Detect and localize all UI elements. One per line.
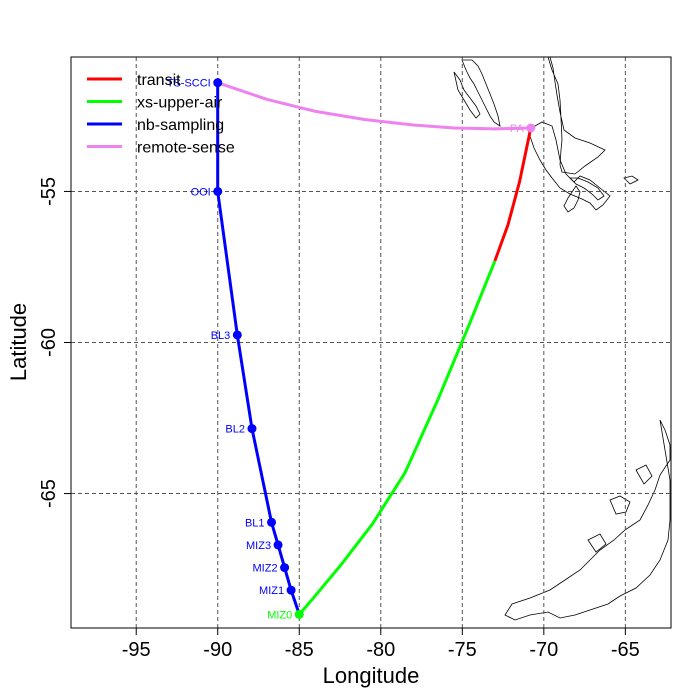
- x-tick-label: -80: [366, 639, 395, 661]
- station-label: PA: [510, 123, 525, 135]
- legend-label: remote-sense: [137, 140, 235, 157]
- station-label: MIZ1: [259, 585, 284, 597]
- x-tick-label: -95: [122, 639, 151, 661]
- station-label: MIZ0: [267, 609, 292, 621]
- y-tick-label: -60: [38, 328, 60, 357]
- station-labels: MIZ0 MIZ1 MIZ2 MIZ3 BL1 BL2 BL3 OOI TS-SCCI PA: [167, 78, 525, 622]
- series-line-transit: [493, 127, 533, 262]
- station-label: TS-SCCI: [167, 78, 211, 90]
- legend-label: nb-sampling: [137, 117, 224, 134]
- station-point: [273, 540, 283, 550]
- station-point: [213, 186, 223, 196]
- legend: transit xs-upper-air nb-sampling remote-sen…: [87, 72, 235, 157]
- station-point: [247, 424, 257, 434]
- station-label: BL2: [225, 424, 245, 436]
- x-tick-label: -70: [529, 639, 558, 661]
- x-tick-label: -85: [285, 639, 314, 661]
- station-point: [294, 609, 304, 619]
- station-label: MIZ2: [253, 563, 278, 575]
- gridlines: [71, 57, 671, 628]
- legend-label: transit: [137, 72, 181, 89]
- series-line-xs-upper-air: [298, 260, 497, 616]
- x-axis-title: Longitude: [323, 663, 420, 688]
- x-tick-label: -65: [611, 639, 640, 661]
- y-axis-title: Latitude: [6, 303, 31, 381]
- station-point: [267, 517, 277, 527]
- x-tick-label: -75: [448, 639, 477, 661]
- y-axis: -55 -60 -65: [38, 177, 71, 508]
- station-label: MIZ3: [246, 540, 271, 552]
- station-point: [526, 123, 536, 133]
- y-tick-label: -65: [38, 479, 60, 508]
- station-label: BL1: [245, 517, 265, 529]
- x-axis: -95 -90 -85 -80 -75 -70 -65: [122, 628, 640, 661]
- series-line-remote-sense: [217, 81, 531, 131]
- station-point: [280, 563, 290, 573]
- station-label: OOI: [191, 186, 211, 198]
- station-point: [286, 585, 296, 595]
- station-points: [213, 78, 536, 619]
- legend-label: xs-upper-air: [137, 95, 223, 112]
- y-tick-label: -55: [38, 177, 60, 206]
- x-tick-label: -90: [203, 639, 232, 661]
- station-label: BL3: [211, 330, 231, 342]
- station-point: [232, 330, 242, 340]
- station-point: [213, 78, 223, 88]
